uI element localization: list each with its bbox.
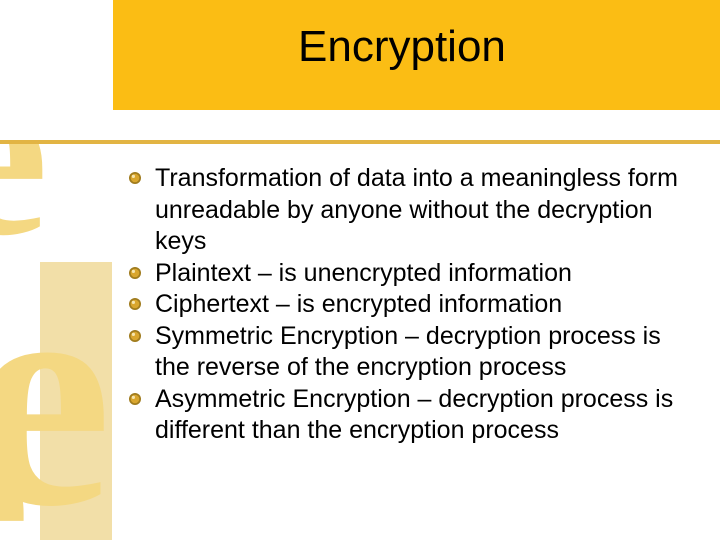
bullet-icon (129, 172, 141, 184)
list-item: Transformation of data into a meaningles… (129, 163, 689, 258)
bg-glyph-e: e (0, 400, 29, 540)
list-item: Ciphertext – is encrypted information (129, 289, 689, 321)
slide-title: Encryption (298, 22, 506, 72)
list-item-text: Plaintext – is unencrypted information (155, 259, 572, 287)
list-item: Plaintext – is unencrypted information (129, 258, 689, 290)
content-area: Transformation of data into a meaningles… (129, 163, 689, 447)
bullet-icon (129, 298, 141, 310)
slide: Encryption e e e Transformation of data … (0, 0, 720, 540)
list-item-text: Ciphertext – is encrypted information (155, 290, 562, 318)
sidebar-decoration: e e e (0, 144, 112, 540)
bullet-icon (129, 393, 141, 405)
bullet-icon (129, 267, 141, 279)
list-item: Symmetric Encryption – decryption proces… (129, 321, 689, 384)
bullet-list: Transformation of data into a meaningles… (129, 163, 689, 447)
list-item-text: Asymmetric Encryption – decryption proce… (155, 385, 673, 445)
header-white-box (0, 0, 113, 110)
bullet-icon (129, 330, 141, 342)
list-item: Asymmetric Encryption – decryption proce… (129, 384, 689, 447)
list-item-text: Transformation of data into a meaningles… (155, 164, 678, 255)
list-item-text: Symmetric Encryption – decryption proces… (155, 322, 661, 382)
